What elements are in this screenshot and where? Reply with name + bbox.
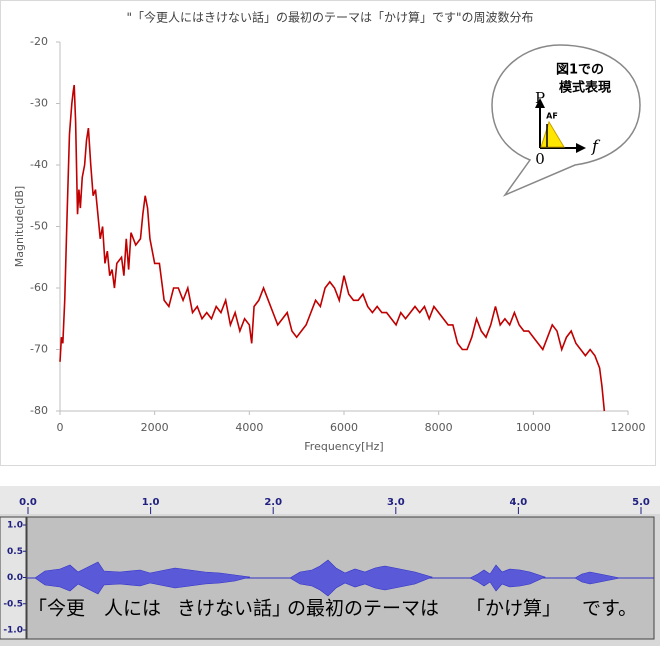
lyric-text: 人には: [104, 598, 161, 620]
inset-marker: AF: [546, 112, 558, 121]
speech-bubble: [491, 44, 641, 197]
y-tick-label: -60: [30, 281, 48, 294]
inset-title: 模式表現: [559, 80, 611, 96]
lyric-text: です。: [582, 598, 637, 620]
x-tick-label: 6000: [330, 421, 358, 434]
y-tick-label: -80: [30, 404, 48, 417]
inset-origin: 0: [535, 150, 545, 168]
chart-title: "「今更人にはきけない話」の最初のテーマは「かけ算」です"の周波数分布: [126, 10, 533, 25]
y-tick-label: -20: [30, 35, 48, 48]
y-tick-label: -40: [30, 158, 48, 171]
amplitude-tick-label: 0.0: [7, 573, 23, 583]
waveform-blob: [469, 564, 546, 592]
inset-arrow: [576, 143, 586, 153]
spectrum-line: [59, 84, 606, 412]
x-tick-label: 12000: [611, 421, 646, 434]
x-tick-label: 2000: [141, 421, 169, 434]
amplitude-tick-label: 0.5: [7, 547, 23, 557]
time-tick-label: 4.0: [510, 497, 528, 508]
x-tick-label: 10000: [516, 421, 551, 434]
inset-x-label: f: [591, 137, 601, 156]
timeline-ruler: [0, 486, 660, 514]
lyric-text: 「今更: [28, 598, 85, 620]
x-axis-label: Frequency[Hz]: [304, 440, 383, 453]
x-tick-label: 4000: [235, 421, 263, 434]
lyric-text: 「かけ算」: [466, 598, 561, 620]
waveform-blob: [289, 559, 433, 597]
y-tick-label: -30: [30, 97, 48, 110]
inset-y-label: P: [535, 89, 545, 107]
inset-arrow: [535, 98, 545, 108]
amplitude-tick-label: -1.0: [3, 626, 23, 636]
y-axis-label: Magnitude[dB]: [13, 186, 26, 267]
lyric-text: きけない話」: [177, 598, 291, 620]
time-tick-label: 5.0: [632, 497, 650, 508]
y-tick-label: -50: [30, 220, 48, 233]
time-tick-label: 1.0: [142, 497, 160, 508]
inset-title: 図1での: [556, 63, 604, 78]
lyric-text: の最初のテーマは: [287, 598, 439, 620]
amplitude-scale: [0, 516, 27, 640]
time-tick-label: 0.0: [19, 497, 37, 508]
amplitude-tick-label: 1.0: [7, 521, 23, 531]
waveform: [34, 559, 621, 597]
x-tick-label: 0: [57, 421, 64, 434]
waveform-blob: [574, 571, 621, 585]
time-tick-label: 2.0: [264, 497, 282, 508]
x-tick-label: 8000: [425, 421, 453, 434]
y-tick-label: -70: [30, 343, 48, 356]
amplitude-tick-label: -0.5: [3, 599, 23, 609]
waveform-blob: [34, 561, 251, 595]
time-tick-label: 3.0: [387, 497, 405, 508]
